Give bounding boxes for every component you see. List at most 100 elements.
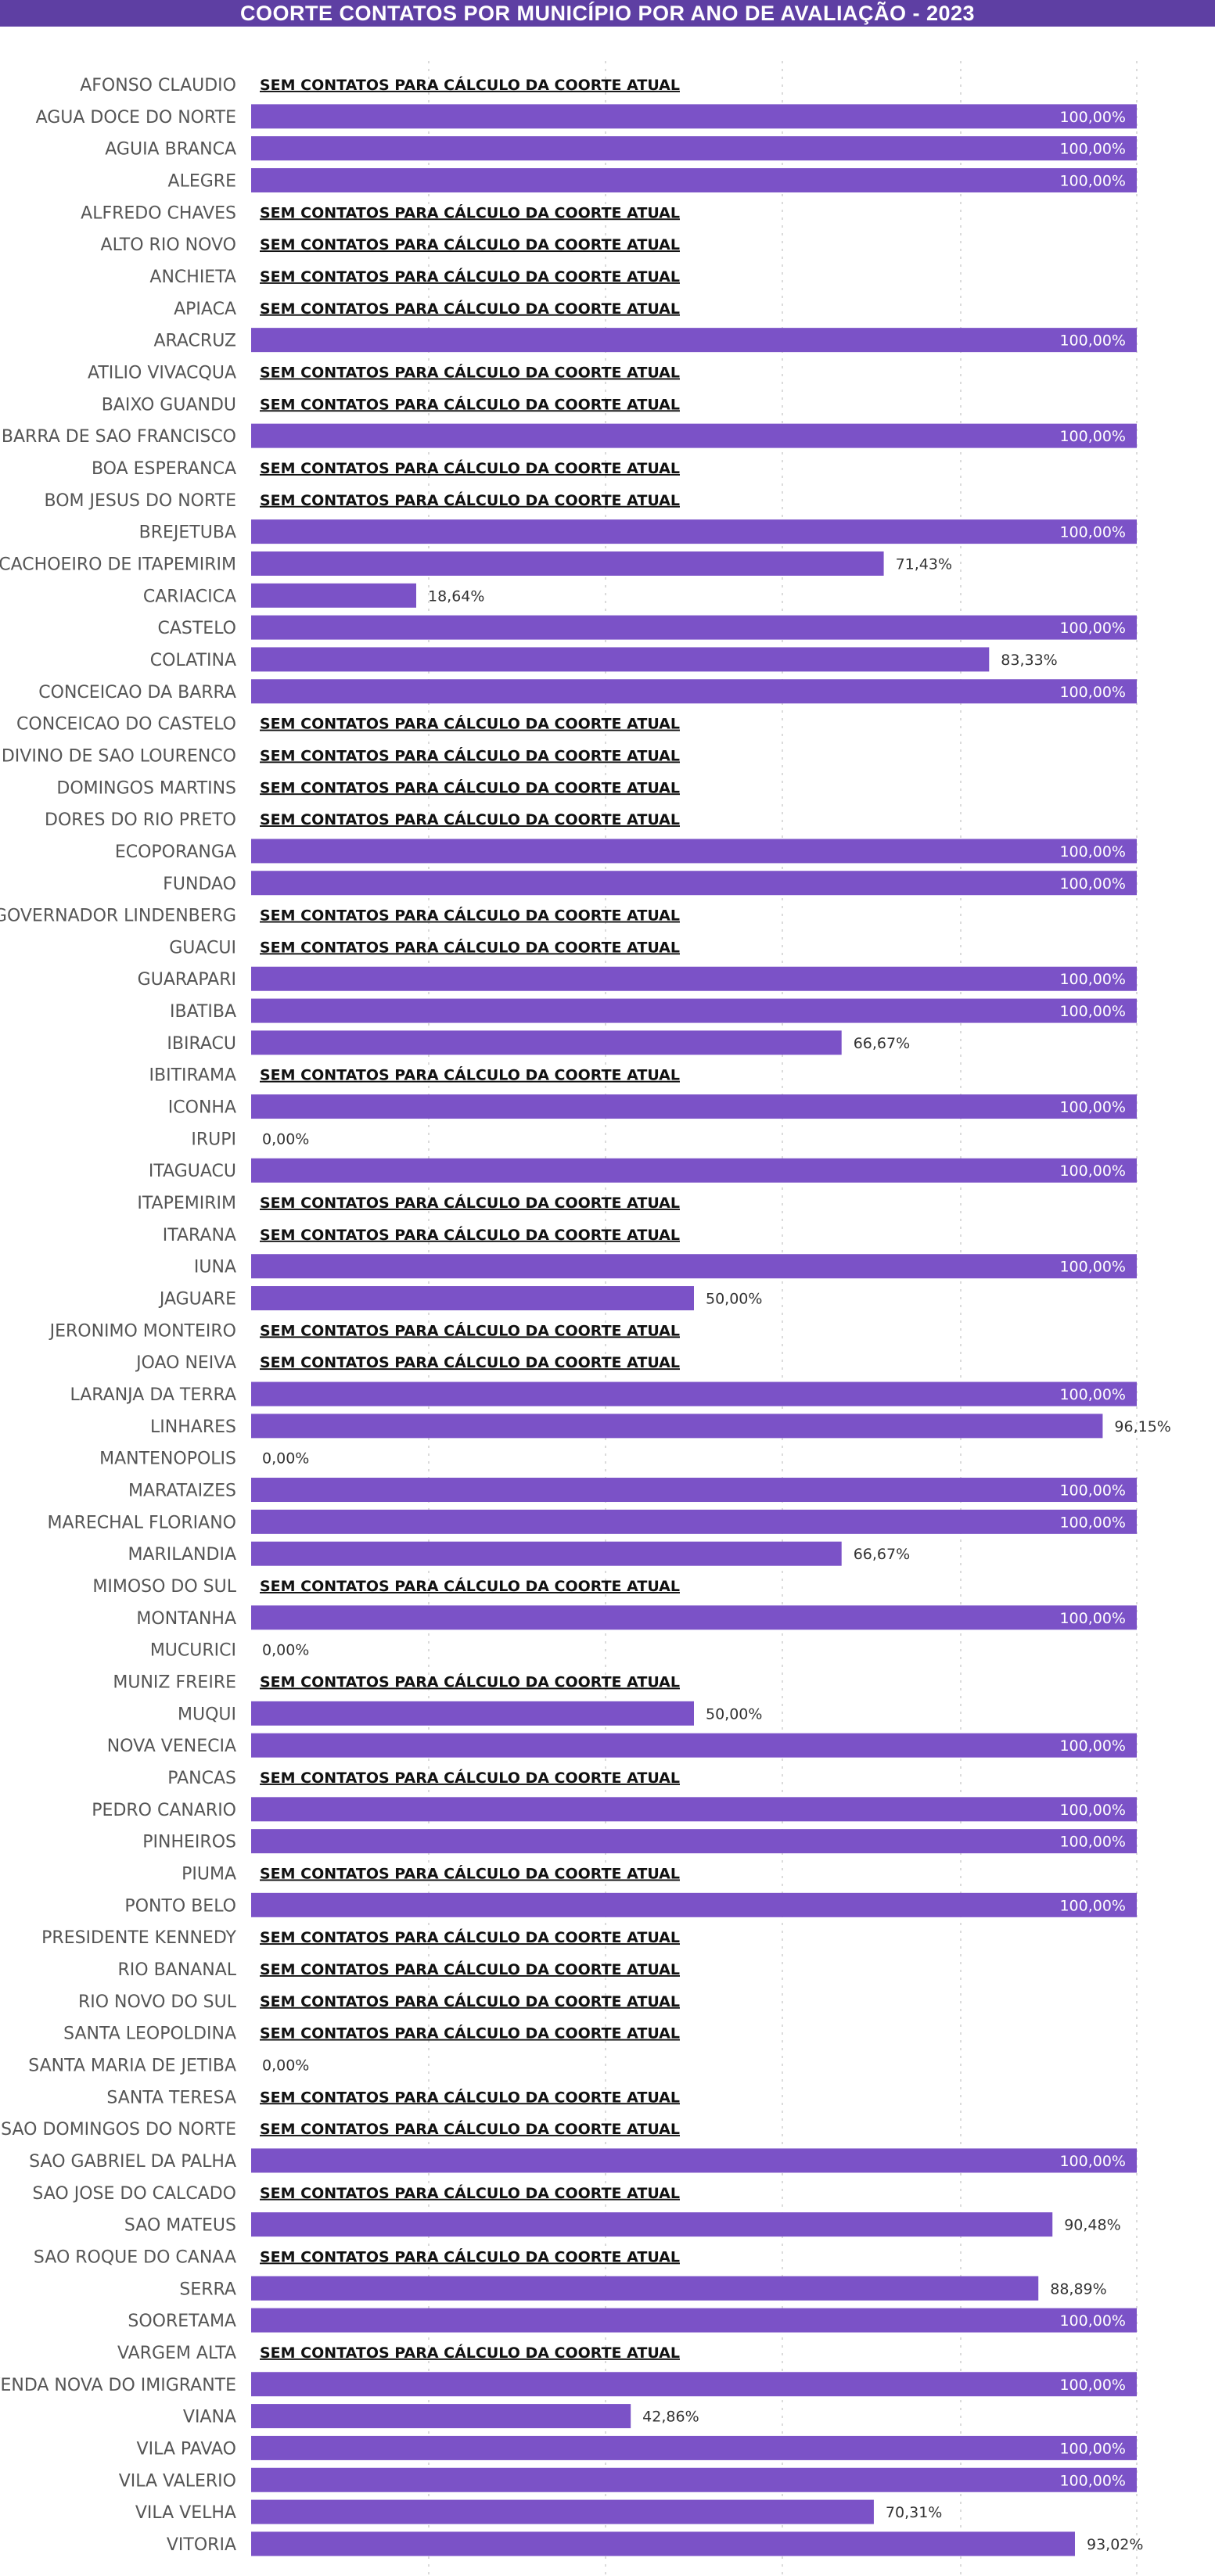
- bar-row: DIVINO DE SAO LOURENCO SEM CONTATOS PARA …: [2, 746, 680, 766]
- no-data-label: SEM CONTATOS PARA CÁLCULO DA COORTE ATUA…: [260, 1928, 680, 1946]
- bar-row: AGUIA BRANCA 100,00%: [105, 136, 1137, 161]
- value-label: 70,31%: [886, 2504, 942, 2521]
- bar-row: CONCEICAO DO CASTELO SEM CONTATOS PARA CÁ…: [16, 715, 680, 735]
- category-label: CONCEICAO DO CASTELO: [16, 715, 236, 735]
- bar-row: VITORIA 93,02%: [167, 2531, 1143, 2556]
- category-label: BOA ESPERANCA: [92, 459, 236, 479]
- no-data-label: SEM CONTATOS PARA CÁLCULO DA COORTE ATUA…: [260, 235, 680, 253]
- bar-row: AFONSO CLAUDIO SEM CONTATOS PARA CÁLCULO …: [80, 76, 680, 95]
- value-label: 100,00%: [1059, 843, 1126, 860]
- bar-row: VILA VELHA 70,31%: [135, 2499, 942, 2524]
- bar-row: LARANJA DA TERRA 100,00%: [70, 1381, 1137, 1407]
- bar: [251, 519, 1137, 544]
- bar-row: MONTANHA 100,00%: [136, 1605, 1137, 1630]
- bar-row: VIANA 42,86%: [183, 2404, 699, 2429]
- category-label: IRUPI: [191, 1130, 236, 1149]
- bar: [251, 1797, 1137, 1822]
- category-label: IBITIRAMA: [149, 1066, 236, 1086]
- bar-row: MUCURICI 0,00%: [150, 1641, 310, 1661]
- category-label: ITAPEMIRIM: [137, 1194, 236, 1213]
- bar-row: SERRA 88,89%: [179, 2276, 1107, 2301]
- bar-row: ICONHA 100,00%: [168, 1094, 1137, 1119]
- category-label: VENDA NOVA DO IMIGRANTE: [0, 2376, 236, 2395]
- category-label: MIMOSO DO SUL: [92, 1577, 236, 1597]
- value-label: 71,43%: [896, 555, 952, 573]
- bar: [251, 1605, 1137, 1630]
- value-label: 100,00%: [1059, 172, 1126, 189]
- value-label: 100,00%: [1059, 1610, 1126, 1627]
- category-label: PRESIDENTE KENNEDY: [41, 1928, 236, 1948]
- category-label: MUNIZ FREIRE: [113, 1673, 236, 1693]
- category-label: MARECHAL FLORIANO: [48, 1513, 236, 1532]
- category-label: ITAGUACU: [149, 1162, 236, 1181]
- bar-row: ALTO RIO NOVO SEM CONTATOS PARA CÁLCULO D…: [101, 235, 680, 255]
- bar-row: SAO ROQUE DO CANAA SEM CONTATOS PARA CÁLC…: [34, 2247, 680, 2267]
- bar: [251, 328, 1137, 353]
- value-label: 42,86%: [642, 2409, 699, 2426]
- value-label: 100,00%: [1059, 428, 1126, 445]
- category-label: GUARAPARI: [138, 970, 236, 990]
- bar: [251, 1541, 842, 1566]
- value-label: 100,00%: [1059, 1514, 1126, 1531]
- value-label: 0,00%: [262, 2057, 309, 2074]
- category-label: PINHEIROS: [142, 1833, 236, 1852]
- bar-row: MUNIZ FREIRE SEM CONTATOS PARA CÁLCULO DA…: [113, 1673, 680, 1693]
- bar: [251, 615, 1137, 640]
- category-label: BREJETUBA: [139, 523, 236, 543]
- bar-row: JERONIMO MONTEIRO SEM CONTATOS PARA CÁLCU…: [49, 1321, 680, 1341]
- no-data-label: SEM CONTATOS PARA CÁLCULO DA COORTE ATUA…: [260, 363, 680, 381]
- bar-row: NOVA VENECIA 100,00%: [107, 1733, 1137, 1758]
- bar: [251, 583, 417, 608]
- category-label: IBIRACU: [167, 1034, 236, 1054]
- category-label: ALEGRE: [168, 171, 236, 191]
- value-label: 0,00%: [262, 1130, 309, 1148]
- value-label: 66,67%: [854, 1035, 910, 1052]
- value-label: 100,00%: [1059, 332, 1126, 350]
- bar: [251, 104, 1137, 129]
- bar-row: JAGUARE 50,00%: [158, 1286, 762, 1311]
- category-label: SAO MATEUS: [124, 2216, 236, 2236]
- bar-row: IRUPI 0,00%: [191, 1130, 309, 1149]
- value-label: 100,00%: [1059, 141, 1126, 158]
- bar-row: SAO JOSE DO CALCADO SEM CONTATOS PARA CÁL…: [32, 2184, 680, 2204]
- bar: [251, 2276, 1039, 2301]
- bar-row: ALFREDO CHAVES SEM CONTATOS PARA CÁLCULO …: [81, 203, 680, 223]
- no-data-label: SEM CONTATOS PARA CÁLCULO DA COORTE ATUA…: [260, 938, 680, 956]
- bar: [251, 2467, 1137, 2492]
- category-label: LARANJA DA TERRA: [70, 1385, 236, 1405]
- bar-row: ARACRUZ 100,00%: [153, 328, 1137, 353]
- category-label: MANTENOPOLIS: [99, 1450, 236, 1469]
- bar-row: VILA PAVAO 100,00%: [137, 2435, 1137, 2460]
- category-label: VARGEM ALTA: [117, 2344, 236, 2363]
- bar-row: VARGEM ALTA SEM CONTATOS PARA CÁLCULO DA …: [117, 2344, 680, 2363]
- bar: [251, 1509, 1137, 1534]
- value-label: 50,00%: [706, 1705, 762, 1723]
- category-label: MONTANHA: [136, 1609, 236, 1629]
- bar-row: FUNDAO 100,00%: [163, 871, 1137, 896]
- no-data-label: SEM CONTATOS PARA CÁLCULO DA COORTE ATUA…: [260, 746, 680, 764]
- bar-row: SANTA LEOPOLDINA SEM CONTATOS PARA CÁLCUL…: [63, 2025, 680, 2044]
- no-data-label: SEM CONTATOS PARA CÁLCULO DA COORTE ATUA…: [260, 1321, 680, 1339]
- bar-row: DOMINGOS MARTINS SEM CONTATOS PARA CÁLCUL…: [56, 778, 680, 798]
- bar: [251, 2531, 1075, 2556]
- bar-row: SANTA MARIA DE JETIBA 0,00%: [28, 2056, 309, 2075]
- bar-row: BAIXO GUANDU SEM CONTATOS PARA CÁLCULO DA…: [102, 395, 680, 415]
- category-label: SERRA: [179, 2280, 236, 2299]
- category-label: GOVERNADOR LINDENBERG: [0, 907, 236, 926]
- bars-group: AFONSO CLAUDIO SEM CONTATOS PARA CÁLCULO …: [0, 76, 1171, 2556]
- bar-row: MUQUI 50,00%: [178, 1701, 762, 1726]
- bar-row: PANCAS SEM CONTATOS PARA CÁLCULO DA COORT…: [167, 1769, 680, 1788]
- bar-row: GUACUI SEM CONTATOS PARA CÁLCULO DA COORT…: [169, 938, 680, 957]
- value-label: 100,00%: [1059, 1834, 1126, 1851]
- category-label: JAGUARE: [158, 1290, 236, 1310]
- value-label: 100,00%: [1059, 2153, 1126, 2170]
- category-label: SANTA LEOPOLDINA: [63, 2025, 236, 2044]
- no-data-label: SEM CONTATOS PARA CÁLCULO DA COORTE ATUA…: [260, 459, 680, 477]
- bar: [251, 2148, 1137, 2173]
- value-label: 66,67%: [854, 1546, 910, 1563]
- value-label: 100,00%: [1059, 2377, 1126, 2394]
- category-label: DIVINO DE SAO LOURENCO: [2, 746, 236, 766]
- bar: [251, 1892, 1137, 1917]
- bar: [251, 1701, 694, 1726]
- value-label: 96,15%: [1114, 1418, 1170, 1435]
